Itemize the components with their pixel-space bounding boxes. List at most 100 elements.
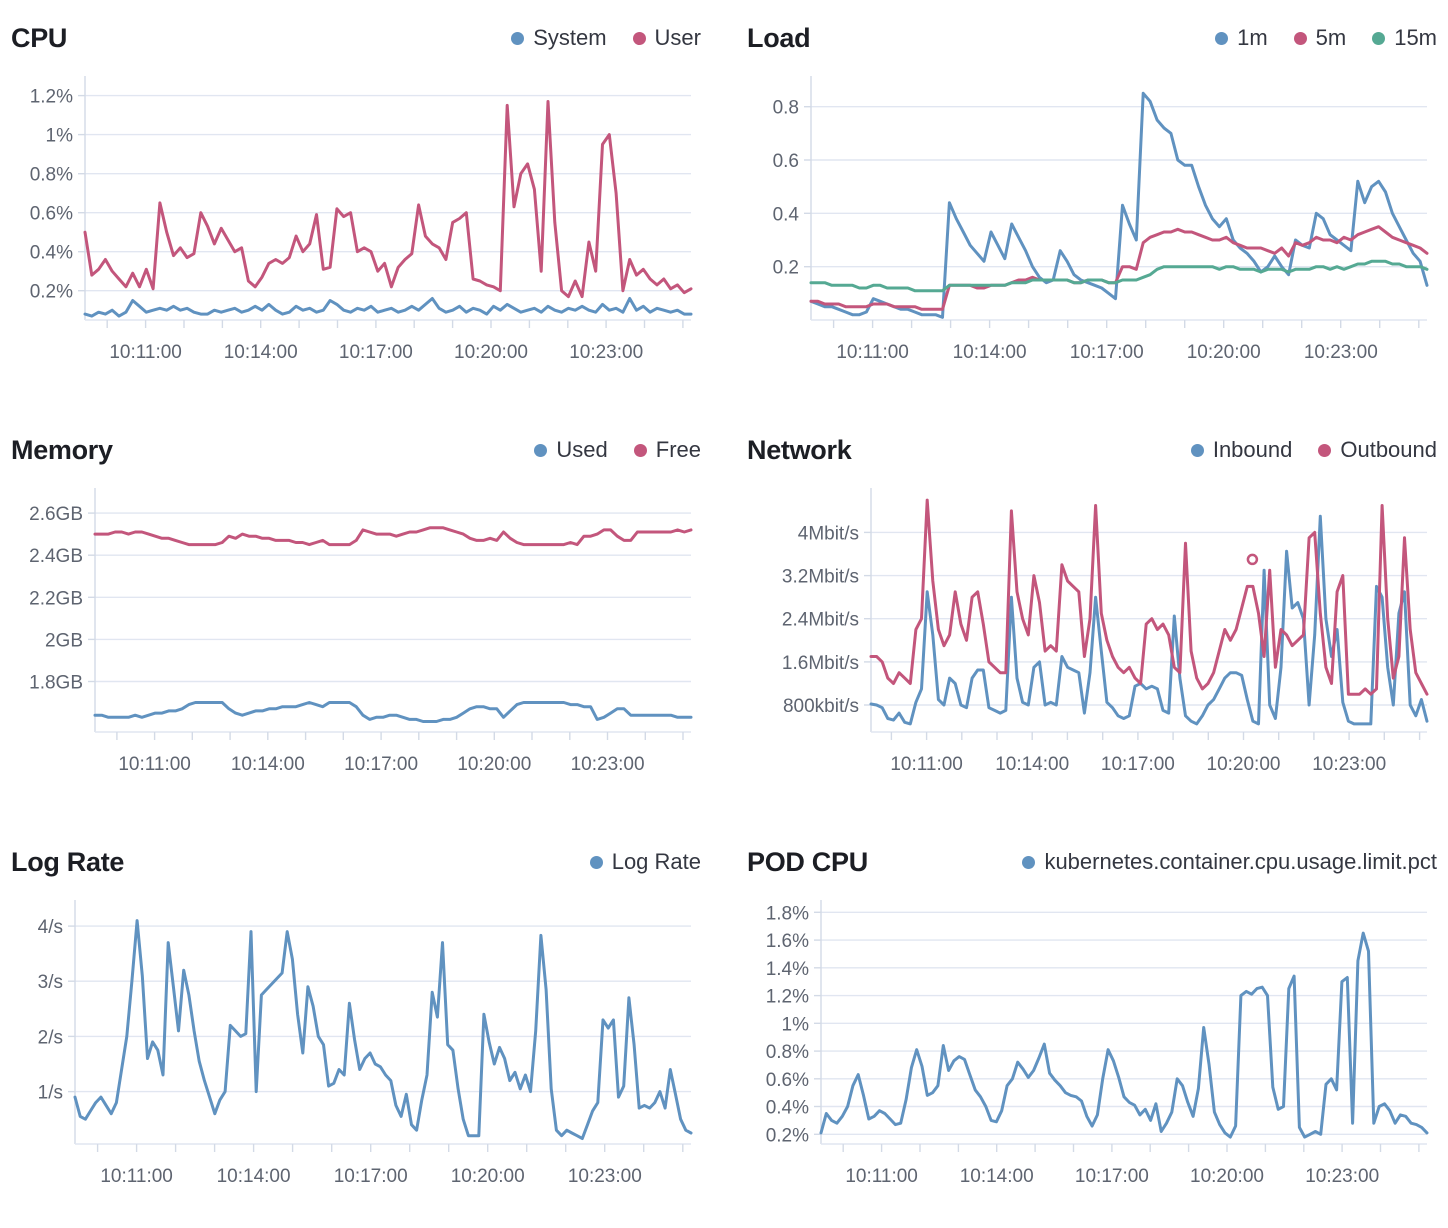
legend-label: System [533, 25, 607, 50]
legend-item-system[interactable]: System [511, 25, 607, 51]
legend-item-kubernetes-container-cpu-usage-limit-pct[interactable]: kubernetes.container.cpu.usage.limit.pct [1022, 849, 1437, 875]
legend-item-1m[interactable]: 1m [1215, 25, 1268, 51]
legend-dot-icon [633, 443, 647, 457]
y-tick-label: 0.8 [773, 98, 799, 119]
y-tick-label: 1% [46, 126, 74, 147]
x-tick-label: 10:17:00 [1070, 342, 1144, 363]
series-line-system [83, 297, 693, 318]
panel-network: Network Inbound Outbound 4Mbit/s 3.2Mbit/s 2.… [747, 428, 1437, 790]
y-tick-label: 1% [782, 1014, 810, 1035]
panel-header: Log Rate Log Rate [11, 840, 701, 884]
y-tick-label: 0.2% [766, 1125, 809, 1146]
chart-pod-cpu[interactable]: 1.8% 1.6% 1.4% 1.2% 1% 0.8% 0.6% 0.4% 0.2% 10:11:… [747, 890, 1437, 1202]
legend-label: 15m [1394, 25, 1437, 50]
y-tick-label: 4Mbit/s [798, 523, 859, 544]
x-tick-label: 10:23:00 [1304, 342, 1378, 363]
x-tick-label: 10:11:00 [109, 342, 182, 363]
legend-item-outbound[interactable]: Outbound [1318, 437, 1437, 463]
legend: Used Free [534, 437, 701, 463]
x-tick-label: 10:11:00 [836, 342, 909, 363]
y-tick-label: 1.8GB [29, 673, 83, 694]
chart-log-rate[interactable]: 4/s 3/s 2/s 1/s 10:11:00 10:14:00 10:17:00 10:2… [11, 890, 701, 1202]
panel-title: Network [747, 434, 852, 465]
series-line-15m [809, 259, 1429, 293]
legend-label: Free [655, 437, 701, 462]
y-tick-label: 3.2Mbit/s [782, 567, 859, 588]
legend-label: User [654, 25, 701, 50]
x-tick-label: 10:23:00 [569, 342, 643, 363]
x-tick-label: 10:17:00 [344, 754, 418, 775]
legend-dot-icon [632, 31, 646, 45]
legend-dot-icon [589, 855, 603, 869]
legend: Inbound Outbound [1190, 437, 1437, 463]
legend-item-free[interactable]: Free [633, 437, 701, 463]
legend-item-15m[interactable]: 15m [1372, 25, 1437, 51]
legend-dot-icon [534, 443, 548, 457]
series-line-5m [809, 225, 1429, 311]
legend-dot-icon [1190, 443, 1204, 457]
panel-header: Load 1m 5m 15m [747, 16, 1437, 60]
panel-load: Load 1m 5m 15m 0.8 0.6 0.4 0.2 10:11:00 10:14:00 1… [747, 16, 1437, 378]
legend-dot-icon [1022, 855, 1036, 869]
y-tick-label: 0.6% [30, 204, 73, 225]
y-tick-label: 2GB [45, 630, 83, 651]
y-tick-label: 1.2% [30, 87, 73, 108]
x-tick-label: 10:23:00 [571, 754, 645, 775]
legend-item-log-rate[interactable]: Log Rate [589, 849, 701, 875]
chart-load[interactable]: 0.8 0.6 0.4 0.2 10:11:00 10:14:00 10:17:00 10:2… [747, 66, 1437, 378]
legend-item-inbound[interactable]: Inbound [1190, 437, 1292, 463]
legend-label: Used [556, 437, 608, 462]
legend: System User [511, 25, 701, 51]
y-tick-label: 2/s [38, 1027, 63, 1048]
panel-header: Network Inbound Outbound [747, 428, 1437, 472]
legend-label: 1m [1237, 25, 1268, 50]
series-line-log-rate [73, 919, 693, 1140]
x-tick-label: 10:14:00 [953, 342, 1027, 363]
series-line-free [93, 526, 693, 547]
legend: Log Rate [589, 849, 701, 875]
panel-title: CPU [11, 22, 68, 53]
x-tick-label: 10:20:00 [457, 754, 531, 775]
series-line-used [93, 701, 693, 723]
y-tick-label: 4/s [38, 917, 63, 938]
legend: kubernetes.container.cpu.usage.limit.pct [1022, 849, 1437, 875]
panel-pod-cpu: POD CPU kubernetes.container.cpu.usage.li… [747, 840, 1437, 1202]
x-tick-label: 10:17:00 [339, 342, 413, 363]
x-tick-label: 10:14:00 [960, 1166, 1034, 1187]
isolated-point-marker [1246, 553, 1259, 566]
legend-dot-icon [1215, 31, 1229, 45]
y-tick-label: 0.6 [773, 151, 799, 172]
panel-title: POD CPU [747, 846, 868, 877]
x-tick-label: 10:14:00 [217, 1166, 291, 1187]
y-tick-label: 0.4% [30, 243, 73, 264]
y-tick-label: 3/s [38, 972, 63, 993]
chart-memory[interactable]: 2.6GB 2.4GB 2.2GB 2GB 1.8GB 10:11:00 10:14:00 1… [11, 478, 701, 790]
series-line-1m [809, 91, 1429, 319]
legend-label: Log Rate [611, 849, 701, 874]
y-tick-label: 0.8% [30, 165, 73, 186]
x-tick-label: 10:14:00 [995, 754, 1069, 775]
y-tick-label: 800kbit/s [783, 696, 859, 717]
legend-item-user[interactable]: User [632, 25, 701, 51]
chart-network[interactable]: 4Mbit/s 3.2Mbit/s 2.4Mbit/s 1.6Mbit/s 800kbi… [747, 478, 1437, 790]
y-tick-label: 1.6% [766, 931, 809, 952]
x-tick-label: 10:23:00 [568, 1166, 642, 1187]
legend-item-5m[interactable]: 5m [1293, 25, 1346, 51]
panel-memory: Memory Used Free 2.6GB 2.4GB 2.2GB 2GB 1.8GB 10:… [11, 428, 701, 790]
legend: 1m 5m 15m [1215, 25, 1437, 51]
x-tick-label: 10:11:00 [845, 1166, 918, 1187]
x-tick-label: 10:20:00 [1207, 754, 1281, 775]
y-tick-label: 0.6% [766, 1070, 809, 1091]
y-tick-label: 1.2% [766, 987, 809, 1008]
x-tick-label: 10:23:00 [1305, 1166, 1379, 1187]
x-tick-label: 10:17:00 [334, 1166, 408, 1187]
legend-dot-icon [511, 31, 525, 45]
series-line-outbound [869, 498, 1429, 696]
chart-cpu[interactable]: 1.2% 1% 0.8% 0.6% 0.4% 0.2% 10:11:00 10:14:00 10… [11, 66, 701, 378]
legend-item-used[interactable]: Used [534, 437, 608, 463]
legend-label: kubernetes.container.cpu.usage.limit.pct [1044, 849, 1437, 874]
x-tick-label: 10:11:00 [118, 754, 191, 775]
panel-title: Load [747, 22, 811, 53]
y-tick-label: 2.4GB [29, 546, 83, 567]
